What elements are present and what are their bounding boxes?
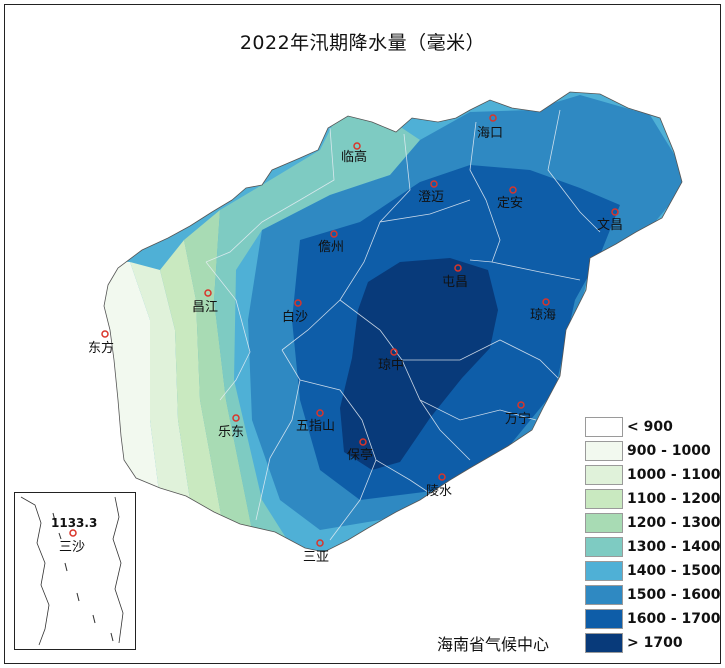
legend-swatch — [585, 633, 623, 653]
city-label: 乐东 — [218, 425, 244, 440]
legend-label: 1300 - 1400 — [627, 539, 721, 555]
legend-item: 1300 - 1400 — [585, 537, 721, 559]
city-label: 儋州 — [318, 240, 344, 255]
city-label: 澄迈 — [418, 190, 444, 205]
city-marker — [353, 142, 361, 150]
city-marker — [542, 298, 550, 306]
city-marker — [232, 414, 240, 422]
inset-map: 1133.3 三沙 — [14, 492, 136, 650]
legend-swatch — [585, 609, 623, 629]
city-label: 琼中 — [378, 358, 404, 373]
city-label: 万宁 — [505, 411, 531, 427]
band-1300-1400 — [214, 110, 420, 552]
legend-item: 1600 - 1700 — [585, 609, 721, 631]
city-label: 屯昌 — [442, 275, 468, 290]
legend-swatch — [585, 513, 623, 533]
city-label: 东方 — [88, 340, 114, 356]
source-label: 海南省气候中心 — [437, 635, 550, 654]
legend-item: 900 - 1000 — [585, 441, 720, 463]
city-label: 陵水 — [426, 484, 452, 499]
legend-label: 1500 - 1600 — [627, 587, 721, 603]
city-label: 三亚 — [303, 550, 329, 565]
inset-coast-east — [112, 496, 124, 644]
band-1200-1300 — [184, 210, 252, 530]
legend-label: 1600 - 1700 — [627, 611, 721, 627]
legend-swatch — [585, 537, 623, 557]
city-label: 文昌 — [597, 218, 623, 233]
city-marker — [509, 186, 517, 194]
city-marker — [390, 348, 398, 356]
legend-label: 1400 - 1500 — [627, 563, 721, 579]
city-marker — [330, 230, 338, 238]
city-marker — [359, 438, 367, 446]
map-frame — [4, 4, 721, 664]
legend-item: < 900 — [585, 417, 720, 439]
legend-item: 1200 - 1300 — [585, 513, 721, 535]
legend-swatch — [585, 561, 623, 581]
legend-item: 1100 - 1200 — [585, 489, 721, 511]
inset-coast — [20, 496, 50, 646]
legend-label: 900 - 1000 — [627, 443, 711, 459]
band-over-1700 — [340, 258, 498, 470]
city-label: 白沙 — [282, 309, 308, 325]
legend-swatch — [585, 465, 623, 485]
city-marker — [294, 299, 302, 307]
city-marker — [489, 114, 497, 122]
city-marker — [101, 330, 109, 338]
inset-dashes — [52, 512, 114, 642]
legend-label: 1200 - 1300 — [627, 515, 721, 531]
city-marker — [316, 409, 324, 417]
county-boundaries — [205, 109, 601, 541]
legend-label: > 1700 — [627, 635, 683, 651]
city-label: 昌江 — [192, 300, 218, 315]
legend-label: 1000 - 1100 — [627, 467, 721, 483]
legend-swatch — [585, 417, 623, 437]
legend-swatch — [585, 441, 623, 461]
legend-item: 1500 - 1600 — [585, 585, 721, 607]
band-900-1000 — [104, 260, 160, 520]
city-marker — [517, 401, 525, 409]
city-label: 定安 — [497, 196, 523, 211]
city-marker — [430, 180, 438, 188]
map-title: 2022年汛期降水量（毫米） — [239, 32, 486, 54]
band-1000-1100 — [130, 262, 190, 500]
city-marker — [316, 539, 324, 547]
island-outline — [103, 91, 683, 553]
band-1100-1200 — [160, 240, 222, 520]
inset-value: 1133.3 — [51, 516, 97, 530]
city-marker — [454, 264, 462, 272]
city-label: 临高 — [341, 149, 367, 165]
city-label: 五指山 — [296, 419, 335, 434]
legend-swatch — [585, 585, 623, 605]
city-label: 海口 — [477, 126, 503, 141]
legend-item: > 1700 — [585, 633, 720, 655]
legend-label: < 900 — [627, 419, 673, 435]
city-label: 琼海 — [530, 308, 556, 323]
legend-item: 1000 - 1100 — [585, 465, 721, 487]
city-label: 保亭 — [347, 447, 373, 463]
inset-sketch: 1133.3 三沙 — [20, 496, 124, 646]
inset-city-label: 三沙 — [59, 540, 85, 555]
inset-city-marker — [69, 529, 77, 537]
legend-swatch — [585, 489, 623, 509]
legend-item: 1400 - 1500 — [585, 561, 721, 583]
city-marker — [438, 473, 446, 481]
city-marker — [611, 208, 619, 216]
city-marker — [204, 289, 212, 297]
legend-label: 1100 - 1200 — [627, 491, 721, 507]
